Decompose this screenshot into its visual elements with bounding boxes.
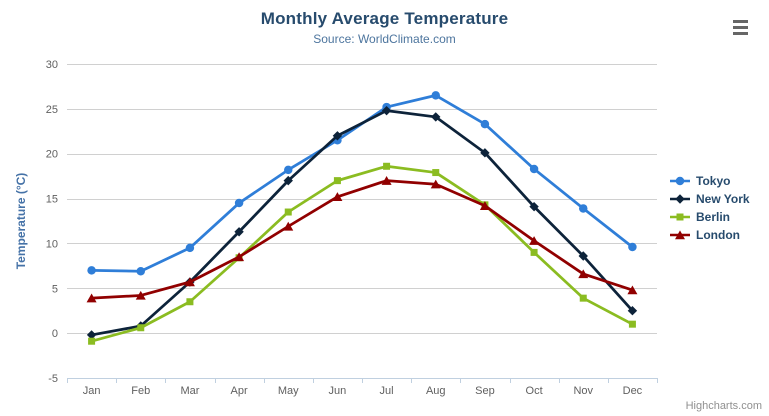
hamburger-icon [733,20,748,35]
y-tick-label: 5 [52,283,58,295]
legend-circle-icon [670,176,690,186]
x-tick-label: Aug [426,385,446,397]
square-marker-icon[interactable] [383,162,391,170]
circle-marker-icon[interactable] [87,266,96,275]
y-tick-label: 10 [46,238,58,250]
y-tick-label: 0 [52,328,58,340]
triangle-marker-icon[interactable] [283,221,294,231]
square-marker-icon[interactable] [530,248,538,256]
x-tick-label: Dec [623,385,643,397]
legend-item-tokyo[interactable]: Tokyo [669,174,750,188]
square-marker-icon[interactable] [137,324,145,332]
diamond-marker-icon[interactable] [381,105,392,116]
legend-diamond-icon [670,194,690,204]
triangle-marker-icon[interactable] [381,176,392,185]
y-tick-label: 20 [46,149,58,161]
square-marker-icon [676,213,684,221]
diamond-marker-icon[interactable] [234,227,244,237]
diamond-marker-icon[interactable] [332,131,343,141]
circle-marker-icon[interactable] [284,165,293,175]
legend-item-berlin[interactable]: Berlin [669,210,750,224]
triangle-marker-icon[interactable] [627,285,638,295]
circle-marker-icon[interactable] [480,119,490,129]
legend-label: Tokyo [696,174,731,188]
x-tick-label: Jul [380,385,394,397]
y-tick-label: 30 [46,59,58,71]
legend-square-icon [670,213,690,221]
x-tick-label: Feb [131,385,150,397]
triangle-marker-icon[interactable] [135,290,146,300]
y-tick-label: 25 [46,104,58,116]
diamond-marker-icon[interactable] [578,251,588,261]
triangle-marker-icon[interactable] [234,252,245,262]
circle-marker-icon[interactable] [185,243,195,253]
legend-label: Berlin [696,210,731,224]
legend-triangle-icon [670,230,690,240]
series-berlin[interactable] [88,162,636,345]
square-marker-icon[interactable] [186,298,194,306]
triangle-marker-icon[interactable] [479,201,490,210]
triangle-marker-icon[interactable] [184,277,195,287]
credits-link[interactable]: Highcharts.com [685,400,762,412]
legend-label: London [696,228,740,242]
legend-item-london[interactable]: London [669,228,750,242]
circle-marker-icon[interactable] [628,242,637,252]
diamond-marker-icon[interactable] [86,330,97,340]
diamond-marker-icon[interactable] [480,148,490,158]
square-marker-icon[interactable] [432,169,440,177]
triangle-marker-icon[interactable] [578,269,589,279]
chart-context-menu-button[interactable] [733,20,748,35]
diamond-marker-icon[interactable] [627,306,638,316]
legend-label: New York [696,192,750,206]
circle-marker-icon[interactable] [529,164,539,174]
series-london[interactable] [86,176,638,303]
x-tick-label: Sep [475,385,495,397]
x-tick-label: Nov [573,385,593,397]
series-tokyo[interactable] [87,91,637,276]
circle-marker-icon[interactable] [136,266,146,276]
diamond-marker-icon[interactable] [529,201,539,212]
square-marker-icon[interactable] [333,177,341,185]
chart-subtitle: Source: WorldClimate.com [313,32,456,46]
chart-title: Monthly Average Temperature [260,9,509,28]
triangle-marker-icon[interactable] [332,192,343,201]
legend: Tokyo New York Berlin London [669,174,750,246]
square-marker-icon[interactable] [88,337,96,345]
circle-marker-icon[interactable] [579,204,588,213]
triangle-marker-icon[interactable] [529,236,540,245]
series-new-york[interactable] [86,105,638,340]
series-line [90,109,634,337]
circle-marker-icon[interactable] [431,91,441,100]
triangle-marker-icon[interactable] [86,293,97,303]
circle-marker-icon[interactable] [234,198,244,208]
x-tick-label: Jan [83,385,101,397]
y-tick-label: -5 [48,373,58,385]
triangle-marker-icon [675,230,685,240]
diamond-marker-icon[interactable] [283,175,293,186]
series-line [90,179,634,300]
series-line [90,164,634,343]
x-tick-label: Mar [180,385,199,397]
legend-item-new-york[interactable]: New York [669,192,750,206]
square-marker-icon[interactable] [628,320,636,328]
square-marker-icon[interactable] [284,208,292,216]
x-tick-label: Jun [329,385,347,397]
triangle-marker-icon[interactable] [430,179,441,189]
y-tick-label: 15 [46,194,58,206]
x-tick-label: May [278,385,299,397]
x-tick-label: Oct [526,385,543,397]
diamond-marker-icon [675,194,685,204]
square-marker-icon[interactable] [579,294,587,302]
x-tick-label: Apr [231,385,248,397]
circle-marker-icon [675,176,685,186]
diamond-marker-icon[interactable] [431,112,441,122]
